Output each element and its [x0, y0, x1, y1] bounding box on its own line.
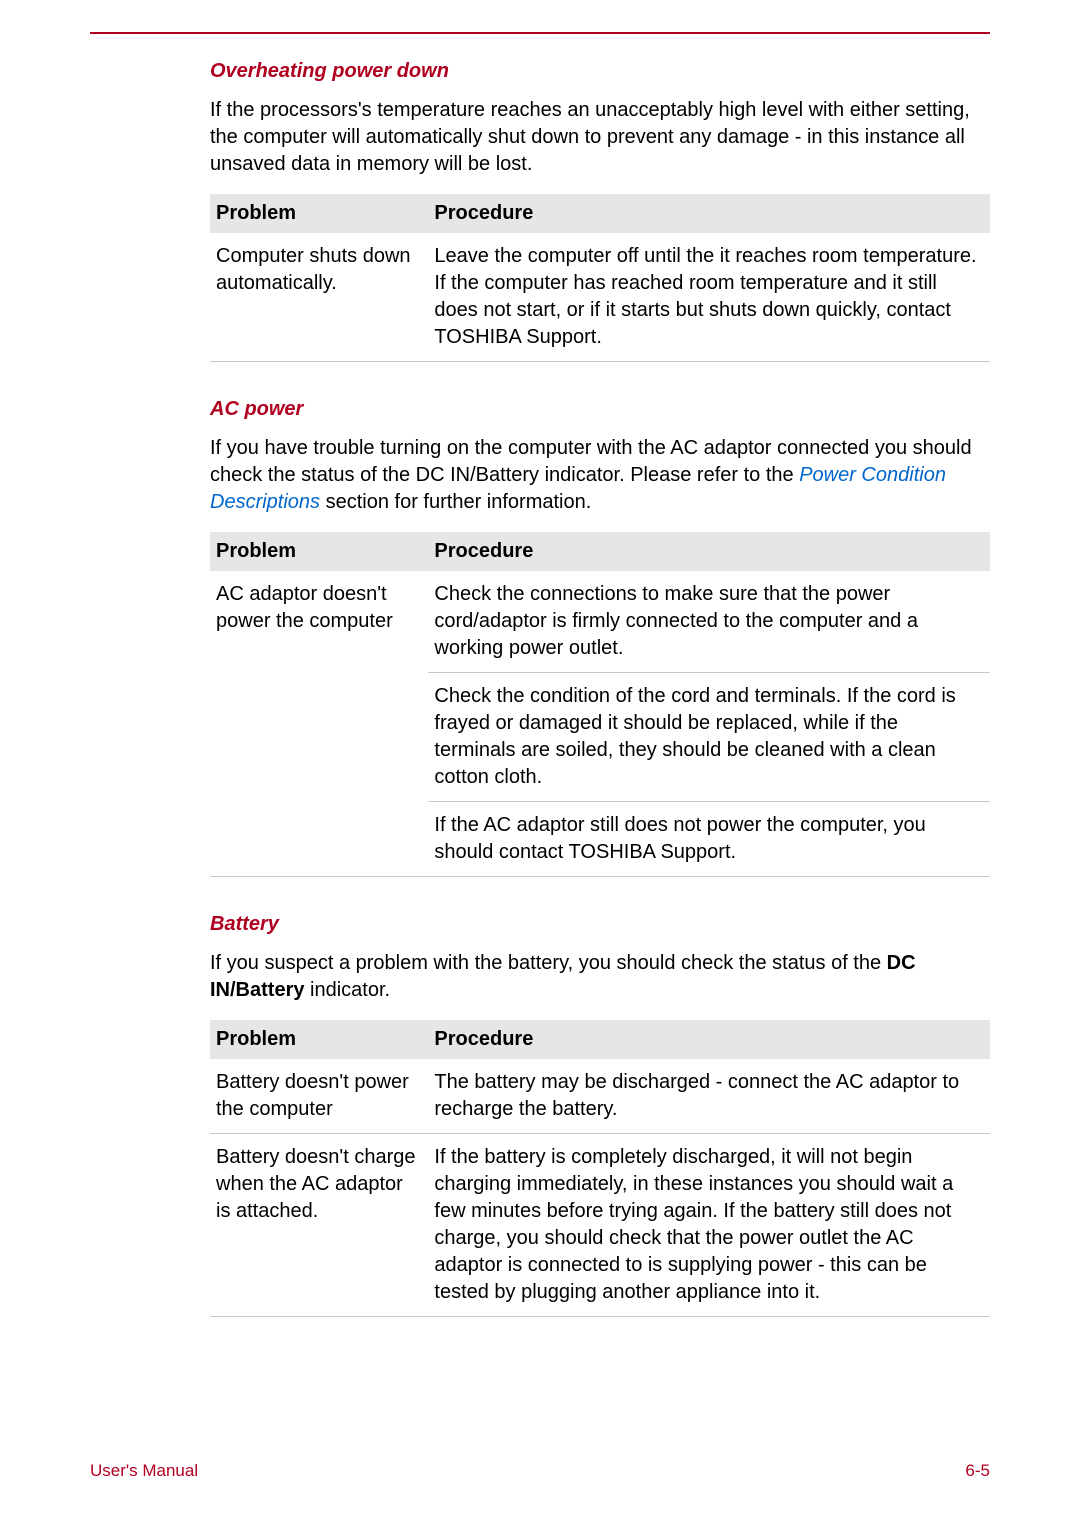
section-heading-overheating: Overheating power down: [210, 60, 990, 83]
procedure-cell: The battery may be discharged - connect …: [428, 1059, 990, 1134]
ac-power-intro-post: section for further information.: [320, 491, 591, 513]
col-problem: Problem: [210, 1020, 428, 1059]
page-content: Overheating power down If the processors…: [210, 60, 990, 1317]
page-footer: User's Manual 6-5: [90, 1461, 990, 1481]
table-header-row: Problem Procedure: [210, 1020, 990, 1059]
table-row: Computer shuts down automatically. Leave…: [210, 233, 990, 362]
footer-left: User's Manual: [90, 1461, 198, 1481]
problem-cell: AC adaptor doesn't power the computer: [210, 571, 428, 877]
ac-power-table: Problem Procedure AC adaptor doesn't pow…: [210, 532, 990, 877]
procedure-cell: If the AC adaptor still does not power t…: [428, 802, 990, 877]
overheating-table: Problem Procedure Computer shuts down au…: [210, 194, 990, 362]
page: Overheating power down If the processors…: [0, 0, 1080, 1521]
col-problem: Problem: [210, 532, 428, 571]
problem-cell: Battery doesn't power the computer: [210, 1059, 428, 1134]
procedure-cell: Leave the computer off until the it reac…: [428, 233, 990, 362]
procedure-cell: Check the connections to make sure that …: [428, 571, 990, 673]
col-procedure: Procedure: [428, 194, 990, 233]
section-heading-battery: Battery: [210, 913, 990, 936]
procedure-cell: If the battery is completely discharged,…: [428, 1134, 990, 1317]
overheating-intro: If the processors's temperature reaches …: [210, 97, 990, 178]
table-row: AC adaptor doesn't power the computer Ch…: [210, 571, 990, 673]
footer-right: 6-5: [965, 1461, 990, 1481]
battery-intro-pre: If you suspect a problem with the batter…: [210, 952, 887, 974]
table-header-row: Problem Procedure: [210, 194, 990, 233]
col-procedure: Procedure: [428, 1020, 990, 1059]
table-header-row: Problem Procedure: [210, 532, 990, 571]
procedure-cell: Check the condition of the cord and term…: [428, 673, 990, 802]
problem-cell: Computer shuts down automatically.: [210, 233, 428, 362]
section-heading-ac-power: AC power: [210, 398, 990, 421]
battery-intro-post: indicator.: [304, 979, 390, 1001]
problem-cell: Battery doesn't charge when the AC adapt…: [210, 1134, 428, 1317]
table-row: Battery doesn't power the computer The b…: [210, 1059, 990, 1134]
col-problem: Problem: [210, 194, 428, 233]
ac-power-intro: If you have trouble turning on the compu…: [210, 435, 990, 516]
col-procedure: Procedure: [428, 532, 990, 571]
battery-intro: If you suspect a problem with the batter…: [210, 950, 990, 1004]
table-row: Battery doesn't charge when the AC adapt…: [210, 1134, 990, 1317]
top-rule: [90, 32, 990, 34]
battery-table: Problem Procedure Battery doesn't power …: [210, 1020, 990, 1317]
